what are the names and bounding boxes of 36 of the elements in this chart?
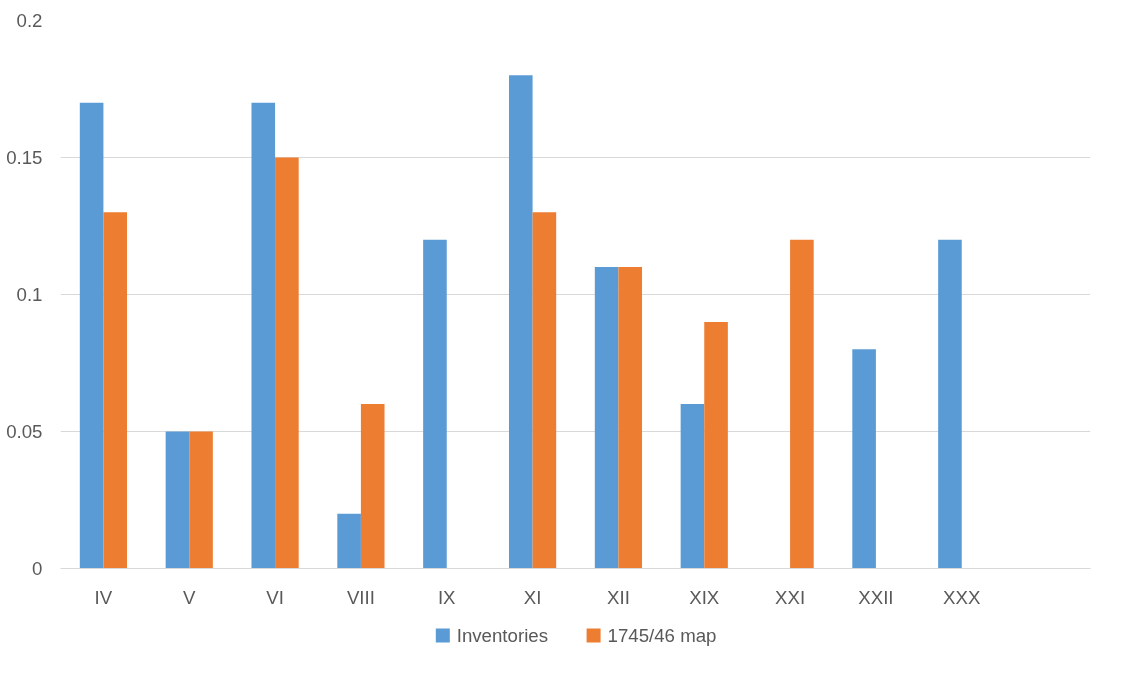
y-tick-label: 0.15: [6, 147, 43, 168]
x-tick-label: XXX: [943, 586, 981, 608]
legend-label: Inventories: [456, 625, 548, 646]
bar: [360, 404, 385, 569]
x-tick-label: IX: [437, 586, 457, 608]
bar: [79, 102, 104, 569]
bar: [594, 267, 619, 569]
bar: [704, 321, 728, 569]
y-tick-label: 0.1: [16, 284, 43, 305]
bar: [275, 157, 299, 569]
x-tick-label: XXI: [775, 586, 806, 608]
bar: [189, 431, 213, 569]
legend-label: 1745/46 map: [607, 625, 717, 646]
bar: [790, 239, 814, 569]
x-tick-label: IV: [94, 586, 113, 608]
bar: [251, 102, 276, 569]
bar: [680, 404, 705, 569]
bar: [165, 431, 190, 569]
y-tick-label: 0.05: [6, 421, 43, 442]
x-tick-label: VIII: [346, 586, 375, 608]
bar: [938, 239, 962, 569]
bar: [337, 513, 361, 569]
x-tick-label: VI: [266, 586, 284, 608]
x-tick-label: XIX: [689, 586, 720, 608]
bar: [532, 212, 557, 569]
bar: [508, 75, 533, 569]
x-tick-label: XI: [523, 586, 542, 608]
x-tick-label: V: [183, 586, 197, 608]
bar: [618, 267, 643, 569]
x-tick-label: XXII: [858, 586, 894, 608]
bar: [103, 212, 128, 569]
bar: [852, 349, 876, 569]
bar: [423, 239, 447, 569]
x-tick-label: XII: [607, 586, 630, 608]
y-tick-label: 0: [32, 558, 43, 579]
y-tick-label: 0.2: [16, 10, 43, 31]
